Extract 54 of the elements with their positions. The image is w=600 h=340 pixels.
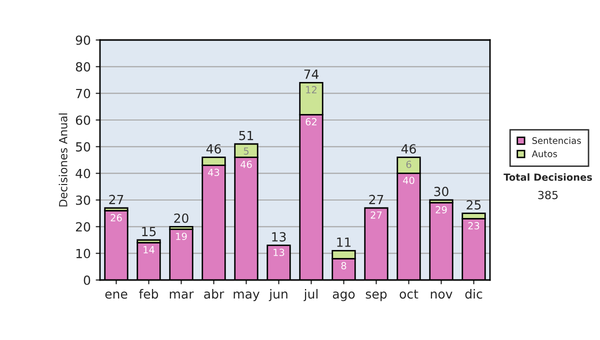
x-tick-label: may [234,292,260,302]
x-tick-label: nov [430,292,452,299]
x-tick-label: oct [400,290,418,299]
x-tick-label: jun [268,289,288,302]
x-tick-label: abr [204,289,224,299]
data-label: 12 [306,86,316,94]
legend-label: Autos [532,150,558,158]
y-tick-label: 60 [76,115,90,125]
data-label: 19 [176,232,187,240]
data-label: 8 [341,262,346,270]
total-label: 46 [206,144,221,154]
y-tick-label: 80 [76,62,90,72]
legend-label: Sentencias [532,137,581,144]
data-label: 6 [406,160,412,168]
y-tick-label: 0 [84,275,90,285]
y-tick-label: 90 [76,35,90,45]
total-label: 13 [272,232,286,242]
data-label: 26 [110,214,122,222]
data-label: 23 [468,222,480,230]
x-tick-label: ene [105,292,128,299]
data-label: 29 [436,206,447,214]
x-tick-label: sep [366,292,387,302]
y-tick-label: 40 [76,168,90,178]
data-label: 14 [144,246,154,254]
y-tick-label: 10 [76,248,90,258]
y-tick-label: 30 [76,195,90,205]
data-label: 46 [240,160,252,168]
data-label: 5 [244,148,248,155]
total-label: 15 [142,226,156,236]
total-label: 27 [109,194,124,204]
total-label: 25 [466,200,481,210]
y-tick-label: 20 [76,222,90,232]
x-tick-label: dic [465,289,482,299]
total-label: 74 [304,70,318,79]
text: 385 [538,190,558,200]
data-label: 27 [370,211,382,219]
y-tick-label: 70 [76,88,90,98]
y-tick-label: 50 [76,142,90,152]
data-label: 62 [306,118,316,126]
data-label: 40 [403,176,414,184]
x-tick-label: ago [332,292,355,302]
total-label: 11 [337,238,351,247]
total-label: 27 [369,194,384,204]
total-label: 46 [401,144,416,154]
x-tick-label: mar [170,292,194,299]
y-axis-title: Decisiones Anual [58,114,68,206]
x-tick-label: feb [139,289,158,299]
data-label: 13 [274,248,284,256]
text: Total Decisiones [504,173,592,181]
x-tick-label: jul [304,289,318,302]
total-label: 30 [434,186,448,196]
total-label: 20 [174,213,188,223]
total-label: 51 [239,130,254,140]
data-label: 43 [208,168,220,176]
